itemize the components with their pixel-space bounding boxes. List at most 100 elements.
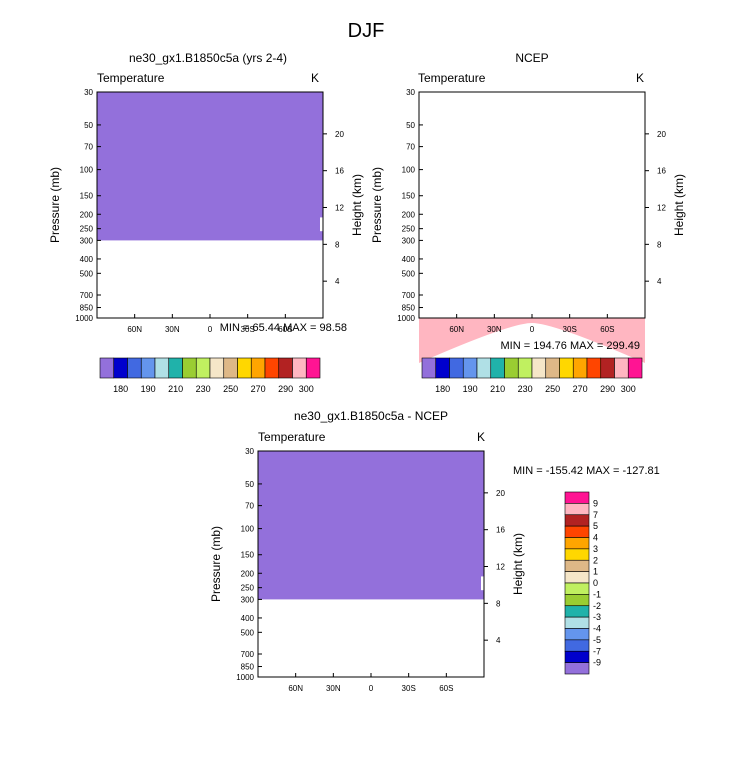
colorbar-swatch — [182, 357, 197, 379]
colorbar-label: 180 — [435, 384, 450, 394]
y2-tick-label: 8 — [657, 240, 662, 249]
panel-difference: ne30_gx1.B1850c5a - NCEP Temperature K M… — [209, 409, 660, 693]
y-tick-label: 400 — [402, 255, 416, 264]
colorbar-swatch — [564, 514, 590, 527]
colorbar-swatch — [564, 616, 590, 629]
colorbar-label: 250 — [223, 384, 238, 394]
colorbar-label: 7 — [593, 510, 598, 520]
y-tick-label: 50 — [84, 121, 93, 130]
colorbar-swatch — [490, 357, 505, 379]
y-tick-label: 100 — [80, 166, 94, 175]
x-tick-label: 30N — [165, 325, 180, 334]
y-tick-label: 250 — [241, 584, 255, 593]
colorbar-label: 3 — [593, 544, 598, 554]
colorbar-swatch — [278, 357, 293, 379]
y-tick-label: 850 — [402, 304, 416, 313]
colorbar-swatch — [564, 582, 590, 595]
y-tick-label: 1000 — [397, 314, 415, 323]
y-axis-label: Pressure (mb) — [209, 526, 223, 602]
panel-title: ne30_gx1.B1850c5a (yrs 2-4) — [129, 51, 287, 65]
y-axis-label: Pressure (mb) — [370, 167, 384, 243]
colorbar-label: -5 — [593, 635, 601, 645]
colorbar-swatch — [564, 537, 590, 550]
colorbar-swatch — [600, 357, 615, 379]
plot-area — [419, 92, 645, 318]
colorbar-swatch — [305, 357, 321, 379]
colorbar-swatch — [264, 357, 280, 379]
x-tick-label: 60S — [278, 325, 292, 334]
y-tick-label: 200 — [402, 210, 416, 219]
colorbar-swatch — [113, 357, 128, 379]
colorbar-swatch — [564, 571, 590, 584]
colorbar-swatch — [421, 357, 437, 379]
colorbar-swatch — [572, 357, 588, 379]
y2-tick-label: 20 — [657, 130, 666, 139]
y2-tick-label: 12 — [496, 563, 505, 572]
y2-tick-label: 4 — [657, 277, 662, 286]
contour-band — [419, 318, 645, 363]
y2-tick-label: 8 — [496, 599, 501, 608]
colorbar-label: 270 — [251, 384, 266, 394]
y2-axis-label: Height (km) — [350, 174, 364, 236]
panel-left-label: Temperature — [418, 71, 486, 85]
colorbar-swatch — [435, 357, 450, 379]
colorbar-label: 190 — [141, 384, 156, 394]
y2-tick-label: 4 — [335, 277, 340, 286]
y-tick-label: 300 — [241, 595, 255, 604]
colorbar-swatch — [168, 357, 183, 379]
colorbar-label: 210 — [490, 384, 505, 394]
y-tick-label: 70 — [245, 502, 254, 511]
y-tick-label: 850 — [241, 663, 255, 672]
colorbar-label: 1 — [593, 567, 598, 577]
colorbar-swatch — [564, 605, 590, 618]
colorbar-swatch — [564, 628, 590, 641]
x-tick-label: 0 — [369, 684, 374, 693]
panel-left-label: Temperature — [258, 430, 326, 444]
panel-unit-label: K — [636, 71, 644, 85]
colorbar-label: 250 — [545, 384, 560, 394]
y-tick-label: 400 — [241, 614, 255, 623]
panel-model: ne30_gx1.B1850c5a (yrs 2-4) Temperature … — [48, 51, 364, 394]
x-tick-label: 60N — [288, 684, 303, 693]
colorbar-swatch — [99, 357, 115, 379]
y-tick-label: 100 — [241, 525, 255, 534]
colorbar-label: 0 — [593, 578, 598, 588]
colorbar-label: 190 — [463, 384, 478, 394]
y-tick-label: 70 — [406, 143, 415, 152]
colorbar-swatch — [586, 357, 602, 379]
y-tick-label: 50 — [406, 121, 415, 130]
colorbar-swatch — [140, 357, 156, 379]
panel-title: ne30_gx1.B1850c5a - NCEP — [294, 409, 448, 423]
colorbar-label: 4 — [593, 533, 598, 543]
colorbar-label: 180 — [113, 384, 128, 394]
y-tick-label: 250 — [80, 225, 94, 234]
colorbar-swatch — [292, 357, 307, 379]
y-tick-label: 500 — [80, 269, 94, 278]
y2-axis-label: Height (km) — [672, 174, 686, 236]
panel-title: NCEP — [515, 51, 548, 65]
colorbar-swatch — [209, 357, 225, 379]
colorbar-swatch — [614, 357, 629, 379]
panel-ncep: NCEP Temperature K MIN = 194.76 MAX = 29… — [370, 51, 686, 394]
colorbar-swatch — [449, 357, 464, 379]
panel-unit-label: K — [311, 71, 319, 85]
colorbar-swatch — [627, 357, 643, 379]
y2-tick-label: 4 — [496, 636, 501, 645]
y-tick-label: 250 — [402, 225, 416, 234]
colorbar-label: 210 — [168, 384, 183, 394]
y2-axis-label: Height (km) — [511, 533, 525, 595]
colorbar-swatch — [237, 357, 252, 379]
colorbar-swatch — [564, 662, 590, 675]
colorbar-swatch — [223, 357, 238, 379]
colorbar-swatch — [564, 559, 590, 572]
colorbar-swatch — [195, 357, 211, 379]
colorbar-label: 5 — [593, 521, 598, 531]
colorbar-label: -3 — [593, 612, 601, 622]
y-tick-label: 400 — [80, 255, 94, 264]
y-tick-label: 700 — [80, 291, 94, 300]
filled-contour-region — [97, 92, 323, 241]
x-tick-label: 60N — [449, 325, 464, 334]
y-tick-label: 500 — [402, 269, 416, 278]
colorbar-label: 9 — [593, 498, 598, 508]
